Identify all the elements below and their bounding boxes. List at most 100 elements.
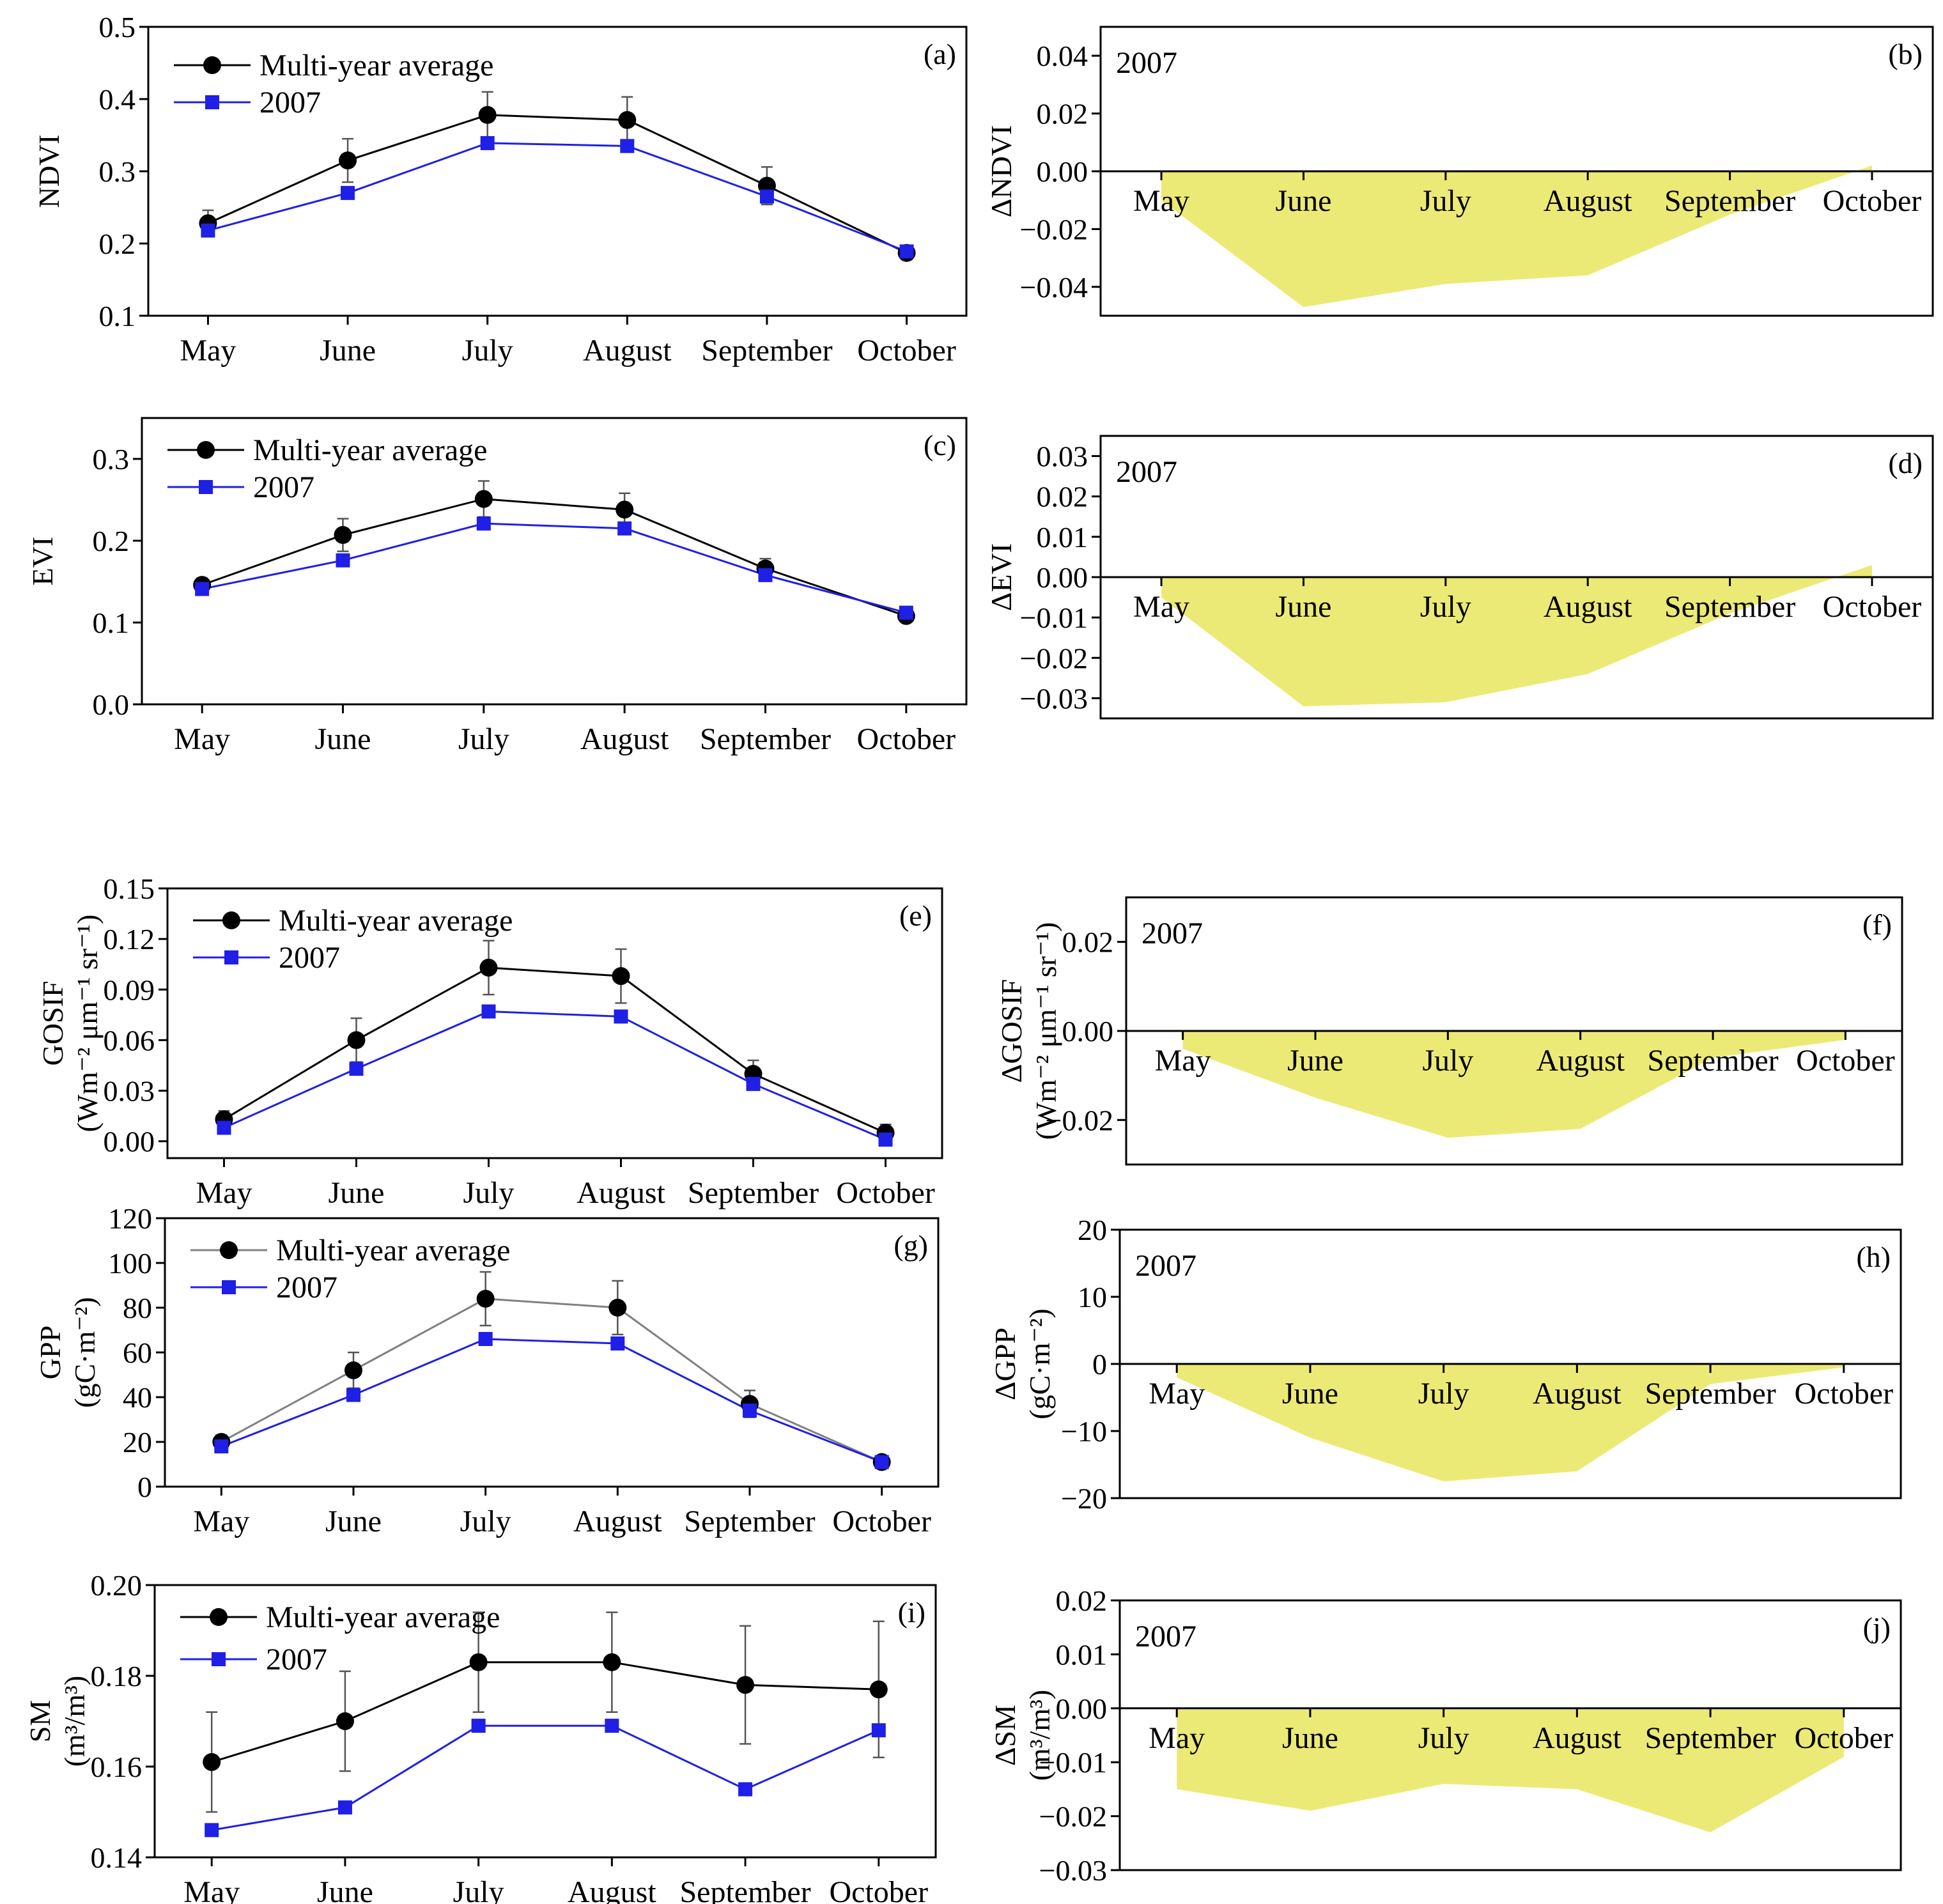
- y-tick-label: −0.02: [1020, 642, 1088, 674]
- legend-label-2007: 2007: [253, 470, 314, 504]
- data-point-average: [476, 1290, 495, 1308]
- y-tick-label: 0.02: [1037, 98, 1088, 130]
- data-point-2007: [899, 244, 914, 259]
- x-tick-label: October: [829, 1875, 928, 1904]
- chart-panel-j: −0.03 −0.02 −0.01 0.00 0.01 0.02 ΔSM (m³/m³) (j)…: [989, 1584, 1902, 1887]
- data-point-2007: [205, 1823, 219, 1838]
- chart-panel-a: 0.1 0.2 0.3 0.4 0.5 NDVI (a) May June July August S…: [33, 11, 968, 368]
- y-axis-title: ΔSM: [989, 1705, 1021, 1766]
- x-tick-label: September: [688, 1176, 819, 1210]
- data-point-2007: [874, 1455, 889, 1469]
- x-tick-label: October: [1796, 1044, 1895, 1078]
- legend-marker-2007: [224, 950, 238, 964]
- x-tick-label: May: [1133, 184, 1189, 218]
- data-point-2007: [195, 582, 210, 596]
- y-tick-label: 0.03: [104, 1075, 155, 1108]
- x-tick-label: May: [174, 722, 230, 756]
- x-tick-label: September: [679, 1875, 810, 1904]
- legend-label-2007: 2007: [276, 1271, 337, 1304]
- legend-label-average: Multi-year average: [253, 433, 487, 467]
- panel-label: (c): [924, 429, 956, 461]
- y-tick-label: 0.02: [1037, 481, 1088, 513]
- data-point-2007: [217, 1120, 231, 1135]
- x-tick-label: June: [1275, 184, 1331, 218]
- y-tick-label: −0.04: [1020, 271, 1088, 304]
- data-point-2007: [871, 1723, 886, 1738]
- data-point-2007: [476, 516, 491, 531]
- y-axis-title: SM: [24, 1700, 56, 1742]
- y-tick-label: 0.12: [104, 923, 155, 956]
- data-point-2007: [738, 1782, 753, 1797]
- panel-label: (g): [894, 1229, 928, 1262]
- x-tick-label: June: [328, 1176, 384, 1210]
- y-tick-label: 0: [137, 1471, 152, 1503]
- y-tick-label: 0.03: [1037, 440, 1088, 473]
- y-tick-label: 0.14: [91, 1841, 143, 1874]
- x-tick-label: July: [463, 1176, 514, 1210]
- x-tick-label: October: [1823, 184, 1922, 218]
- x-tick-label: August: [577, 1176, 665, 1210]
- series-line-average: [201, 498, 907, 617]
- data-point-average: [339, 151, 357, 170]
- chart-panel-d: −0.03 −0.02 −0.01 0.00 0.01 0.02 0.03 ΔEVI (d) Ma…: [985, 435, 1934, 720]
- series-line-2007: [211, 1724, 879, 1831]
- year-annotation: 2007: [1142, 917, 1203, 950]
- x-tick-label: May: [1149, 1377, 1205, 1411]
- year-annotation: 2007: [1135, 1620, 1196, 1653]
- x-tick-label: May: [183, 1875, 240, 1904]
- y-tick-label: −10: [1061, 1415, 1107, 1448]
- data-point-2007: [617, 521, 632, 536]
- y-axis-unit: (Wm⁻² μm⁻¹ sr⁻¹): [71, 915, 104, 1133]
- year-annotation: 2007: [1116, 46, 1177, 80]
- y-tick-label: 0.01: [1037, 521, 1088, 553]
- legend-label-average: Multi-year average: [266, 1600, 500, 1634]
- x-tick-label: October: [1823, 590, 1922, 624]
- panel-label: (e): [899, 899, 932, 932]
- x-tick-label: October: [1794, 1377, 1893, 1411]
- plot-frame: [153, 1584, 937, 1859]
- x-tick-label: July: [1420, 184, 1471, 218]
- difference-area: [1161, 565, 1872, 707]
- y-tick-label: −0.01: [1020, 601, 1088, 634]
- y-tick-label: 0.3: [99, 155, 136, 188]
- difference-area: [1177, 1708, 1844, 1832]
- data-point-2007: [481, 1004, 496, 1019]
- y-tick-label: 0.4: [99, 83, 136, 116]
- difference-area: [1161, 165, 1872, 307]
- y-tick-label: 20: [123, 1426, 152, 1459]
- y-tick-label: 10: [1078, 1281, 1107, 1313]
- legend-marker-average: [203, 56, 221, 74]
- series-line-2007: [221, 1338, 883, 1463]
- x-tick-label: July: [1418, 1377, 1469, 1411]
- x-tick-label: September: [1645, 1721, 1776, 1755]
- legend-marker-average: [210, 1608, 228, 1626]
- data-point-2007: [480, 135, 495, 150]
- panel-label: (j): [1863, 1611, 1891, 1644]
- y-axis-title: ΔNDVI: [985, 125, 1018, 218]
- x-tick-label: August: [1533, 1721, 1622, 1755]
- x-tick-label: June: [317, 1875, 373, 1904]
- y-tick-label: 60: [123, 1336, 152, 1369]
- y-tick-label: 100: [108, 1247, 152, 1280]
- x-tick-label: August: [1544, 590, 1632, 624]
- x-tick-label: May: [196, 1176, 252, 1210]
- x-tick-label: May: [1155, 1044, 1211, 1078]
- data-point-average: [334, 526, 352, 545]
- y-axis-title: ΔGOSIF: [995, 979, 1028, 1083]
- data-point-2007: [878, 1132, 893, 1147]
- y-tick-label: −0.02: [1046, 1104, 1113, 1136]
- data-point-2007: [346, 1388, 360, 1402]
- x-tick-label: August: [580, 722, 669, 756]
- y-tick-label: −0.03: [1020, 682, 1088, 715]
- x-tick-label: May: [193, 1505, 249, 1538]
- y-tick-label: 0.00: [1037, 561, 1088, 594]
- y-tick-label: 0.1: [99, 300, 136, 332]
- y-tick-label: −0.03: [1039, 1854, 1107, 1887]
- panel-label: (b): [1888, 38, 1923, 70]
- data-point-2007: [743, 1404, 757, 1418]
- y-axis-unit: (m³/m³): [58, 1676, 91, 1767]
- x-tick-label: October: [857, 722, 956, 756]
- data-point-average: [478, 105, 497, 124]
- x-tick-label: August: [583, 334, 672, 368]
- y-axis-unit: (gC·m⁻²): [68, 1297, 101, 1408]
